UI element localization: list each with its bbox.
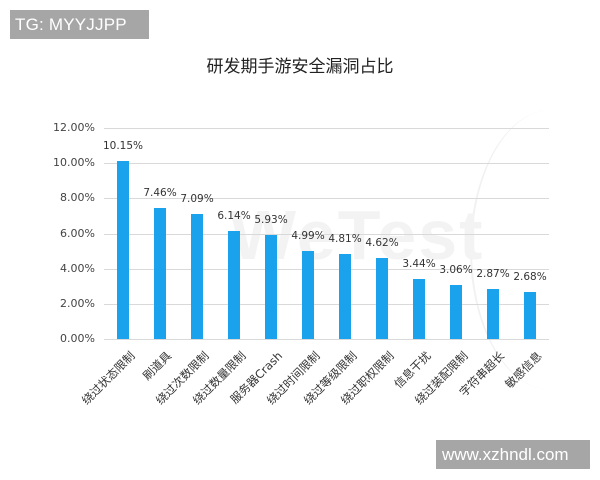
bar [265,235,277,339]
y-tick-label: 10.00% [53,156,95,169]
bar-value-label: 4.99% [291,230,325,242]
y-tick-label: 8.00% [60,191,95,204]
bar-value-label: 10.15% [102,140,144,152]
tag-watermark: TG: MYYJJPP [10,10,149,39]
y-tick-label: 6.00% [60,227,95,240]
gridline [104,163,549,164]
gridline [104,304,549,305]
bar [191,214,203,339]
chart-title: 研发期手游安全漏洞占比 [206,57,394,77]
bar [228,231,240,339]
bar [154,208,166,339]
x-tick-label: 敏感信息 [502,348,545,392]
gridline [104,339,549,340]
bar [524,292,536,339]
gridline [104,269,549,270]
bar [117,161,129,339]
bar-value-label: 7.46% [143,187,177,199]
y-tick-label: 12.00% [53,121,95,134]
bar-value-label: 4.81% [328,233,362,245]
y-tick-label: 0.00% [60,332,95,345]
bar-value-label: 5.93% [254,214,288,226]
gridline [104,198,549,199]
bar [487,289,499,339]
url-watermark: www.xzhndl.com [436,440,590,469]
bar-value-label: 2.68% [513,271,547,283]
gridline [104,128,549,129]
bar-value-label: 7.09% [180,193,214,205]
bar [302,251,314,339]
gridline [104,234,549,235]
bar-value-label: 3.44% [402,258,436,270]
bar-value-label: 2.87% [476,268,510,280]
bar-value-label: 4.62% [365,237,399,249]
bar [339,254,351,339]
bar [413,279,425,339]
bar [376,258,388,339]
bar [450,285,462,339]
y-tick-label: 2.00% [60,297,95,310]
x-tick-label: 绕过状态限制 [78,348,138,408]
y-tick-label: 4.00% [60,262,95,275]
bar-value-label: 3.06% [439,264,473,276]
bar-value-label: 6.14% [217,210,251,222]
